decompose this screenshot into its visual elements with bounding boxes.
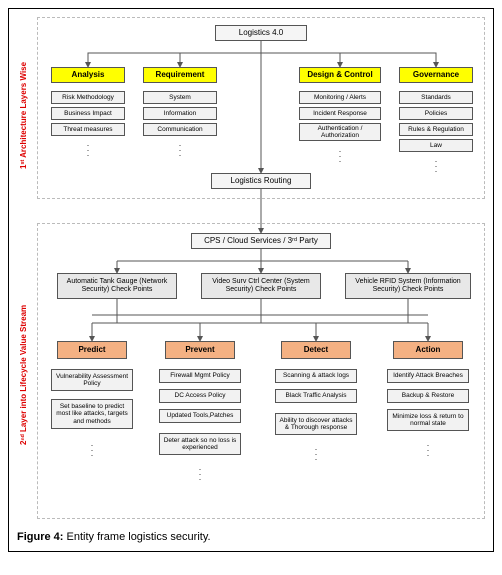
node-m2: Video Surv Ctrl Center (System Security)… [201, 273, 321, 299]
node-p4b: Backup & Restore [387, 389, 469, 403]
node-o2: Prevent [165, 341, 235, 359]
node-p3a: Scanning & attack logs [275, 369, 357, 383]
ellipsis-dots: ... [425, 441, 431, 456]
node-p4c: Minimize loss & return to normal state [387, 409, 469, 431]
ellipsis-dots: ... [337, 147, 343, 162]
node-s2b: Information [143, 107, 217, 120]
caption-label: Figure 4: [17, 531, 63, 543]
node-m1: Automatic Tank Gauge (Network Security) … [57, 273, 177, 299]
node-s2a: System [143, 91, 217, 104]
node-p4a: Identify Attack Breaches [387, 369, 469, 383]
diagram-area: 1ˢᵗ Architecture Layers Wise 2ⁿᵈ Layer i… [15, 15, 489, 525]
node-s1c: Threat measures [51, 123, 125, 136]
node-p3b: Black Traffic Analysis [275, 389, 357, 403]
node-p2d: Deter attack so no loss is experienced [159, 433, 241, 455]
node-s4b: Policies [399, 107, 473, 120]
ellipsis-dots: ... [89, 441, 95, 456]
section-1-label: 1ˢᵗ Architecture Layers Wise [19, 55, 28, 175]
node-routing: Logistics Routing [211, 173, 311, 189]
node-p2b: DC Access Policy [159, 389, 241, 403]
node-cat2: Requirement [143, 67, 217, 83]
node-cat4: Governance [399, 67, 473, 83]
node-s3b: Incident Response [299, 107, 381, 120]
node-cat1: Analysis [51, 67, 125, 83]
node-p2c: Updated Tools,Patches [159, 409, 241, 423]
node-o4: Action [393, 341, 463, 359]
node-o3: Detect [281, 341, 351, 359]
node-p1b: Set baseline to predict most like attack… [51, 399, 133, 429]
node-s4d: Law [399, 139, 473, 152]
ellipsis-dots: ... [85, 141, 91, 156]
section-2-label: 2ⁿᵈ Layer into Lifecycle Value Stream [19, 285, 28, 465]
ellipsis-dots: ... [313, 445, 319, 460]
node-s4c: Rules & Regulation [399, 123, 473, 136]
node-s2c: Communication [143, 123, 217, 136]
node-cat3: Design & Control [299, 67, 381, 83]
node-p2a: Firewall Mgmt Policy [159, 369, 241, 383]
node-p3c: Ability to discover attacks & Thorough r… [275, 413, 357, 435]
node-m3: Vehicle RFID System (Information Securit… [345, 273, 471, 299]
node-s1b: Business Impact [51, 107, 125, 120]
node-s1a: Risk Methodology [51, 91, 125, 104]
node-p1a: Vulnerability Assessment Policy [51, 369, 133, 391]
figure-frame: 1ˢᵗ Architecture Layers Wise 2ⁿᵈ Layer i… [8, 8, 494, 552]
caption-text: Entity frame logistics security. [63, 531, 210, 543]
node-s3c: Authentication / Authorization [299, 123, 381, 141]
node-cps: CPS / Cloud Services / 3ʳᵈ Party [191, 233, 331, 249]
ellipsis-dots: ... [197, 465, 203, 480]
figure-caption: Figure 4: Entity frame logistics securit… [15, 525, 487, 545]
node-o1: Predict [57, 341, 127, 359]
node-s3a: Monitoring / Alerts [299, 91, 381, 104]
node-s4a: Standards [399, 91, 473, 104]
node-top: Logistics 4.0 [215, 25, 307, 41]
ellipsis-dots: ... [433, 157, 439, 172]
ellipsis-dots: ... [177, 141, 183, 156]
